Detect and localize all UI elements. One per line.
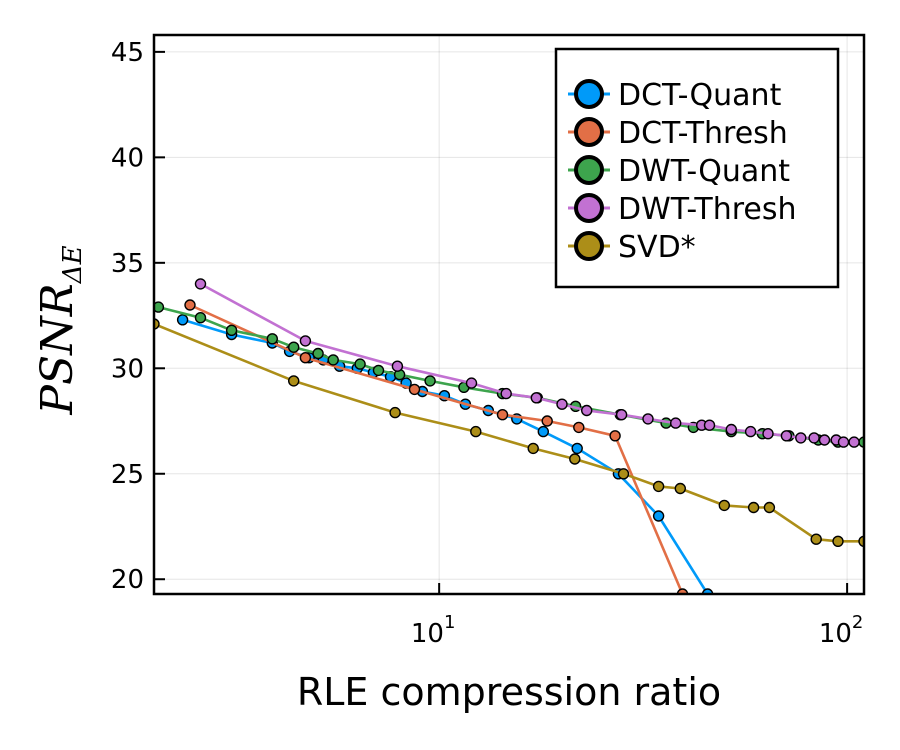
y-tick-label: 35 bbox=[111, 249, 144, 279]
data-point bbox=[652, 480, 665, 493]
x-tick-label: 102 bbox=[819, 612, 864, 649]
series-line bbox=[189, 303, 684, 594]
data-point bbox=[372, 364, 385, 377]
data-point bbox=[569, 453, 581, 465]
data-point bbox=[818, 434, 831, 446]
data-point bbox=[670, 417, 682, 429]
plot-frame bbox=[152, 33, 866, 596]
data-point bbox=[780, 430, 793, 442]
data-point bbox=[652, 510, 665, 522]
legend-item: SVD* bbox=[568, 230, 696, 265]
data-point bbox=[642, 413, 654, 425]
y-tick-label: 30 bbox=[111, 354, 144, 384]
data-point bbox=[541, 415, 553, 427]
data-point bbox=[496, 409, 509, 421]
data-point bbox=[725, 423, 737, 436]
data-point bbox=[500, 387, 512, 400]
data-point bbox=[744, 425, 757, 438]
data-point bbox=[530, 392, 542, 404]
data-point bbox=[537, 425, 549, 438]
data-point bbox=[617, 468, 630, 480]
y-axis-label-main: PSNR bbox=[32, 283, 83, 415]
gridlines bbox=[154, 35, 864, 594]
legend-label: DWT-Quant bbox=[618, 154, 790, 189]
y-tick-label: 40 bbox=[111, 143, 144, 173]
data-point bbox=[808, 432, 820, 444]
legend-marker bbox=[574, 79, 604, 109]
x-axis-label: RLE compression ratio bbox=[297, 670, 721, 714]
x-tick-label: 101 bbox=[411, 612, 456, 649]
data-point bbox=[408, 383, 421, 396]
data-point bbox=[703, 419, 716, 431]
series-layer bbox=[154, 278, 864, 594]
data-point bbox=[391, 360, 404, 372]
legend-item: DCT-Thresh bbox=[568, 116, 788, 151]
legend-label: DWT-Thresh bbox=[618, 192, 797, 227]
data-point bbox=[573, 421, 585, 434]
data-point bbox=[354, 358, 366, 370]
data-point bbox=[299, 335, 312, 347]
legend-marker bbox=[574, 231, 604, 261]
data-point bbox=[609, 430, 621, 442]
data-point bbox=[762, 428, 774, 440]
data-point bbox=[424, 375, 436, 387]
axis-ticks: 20 25 30 35 40 45 101 102 bbox=[111, 38, 863, 649]
legend-label: DCT-Thresh bbox=[618, 116, 788, 151]
data-point bbox=[327, 354, 339, 366]
data-point bbox=[763, 501, 776, 514]
series-DWT-Thresh bbox=[194, 278, 860, 448]
data-point bbox=[299, 352, 312, 364]
legend-label: SVD* bbox=[618, 230, 696, 265]
data-point bbox=[266, 333, 278, 345]
data-point bbox=[837, 436, 850, 448]
y-axis-label-subscript: ΔE bbox=[58, 245, 88, 284]
legend: DCT-QuantDCT-ThreshDWT-QuantDWT-ThreshSV… bbox=[554, 47, 840, 289]
y-axis-label: PSNRΔE bbox=[32, 245, 88, 415]
legend-marker bbox=[574, 193, 604, 223]
data-point bbox=[832, 535, 844, 547]
series-SVD* bbox=[154, 318, 864, 547]
svg-text:PSNRΔE: PSNRΔE bbox=[32, 245, 88, 415]
legend-item: DWT-Thresh bbox=[568, 192, 797, 227]
data-point bbox=[194, 278, 207, 290]
data-point bbox=[581, 404, 593, 417]
data-point bbox=[795, 432, 807, 444]
data-point bbox=[848, 436, 860, 448]
data-point bbox=[312, 347, 324, 360]
data-point bbox=[184, 299, 196, 311]
series-DCT-Thresh bbox=[184, 299, 689, 594]
data-point bbox=[288, 341, 300, 353]
data-point bbox=[389, 406, 401, 419]
data-point bbox=[556, 398, 568, 410]
data-point bbox=[154, 301, 165, 313]
data-point bbox=[465, 377, 478, 389]
y-tick-label: 25 bbox=[111, 460, 144, 490]
legend-marker bbox=[574, 155, 604, 185]
data-point bbox=[718, 499, 730, 512]
data-point bbox=[470, 425, 482, 438]
data-point bbox=[674, 482, 686, 495]
data-point bbox=[747, 501, 760, 514]
data-point bbox=[176, 314, 189, 326]
data-point bbox=[571, 442, 583, 455]
y-tick-label: 20 bbox=[111, 565, 144, 595]
legend-marker bbox=[574, 117, 604, 147]
data-point bbox=[615, 409, 628, 421]
y-tick-label: 45 bbox=[111, 38, 144, 68]
data-point bbox=[194, 312, 207, 324]
legend-label: DCT-Quant bbox=[618, 78, 782, 113]
legend-item: DCT-Quant bbox=[568, 78, 782, 113]
legend-item: DWT-Quant bbox=[568, 154, 790, 189]
data-point bbox=[288, 375, 300, 387]
data-point bbox=[225, 324, 238, 336]
data-point bbox=[810, 533, 822, 545]
data-point bbox=[527, 442, 539, 455]
